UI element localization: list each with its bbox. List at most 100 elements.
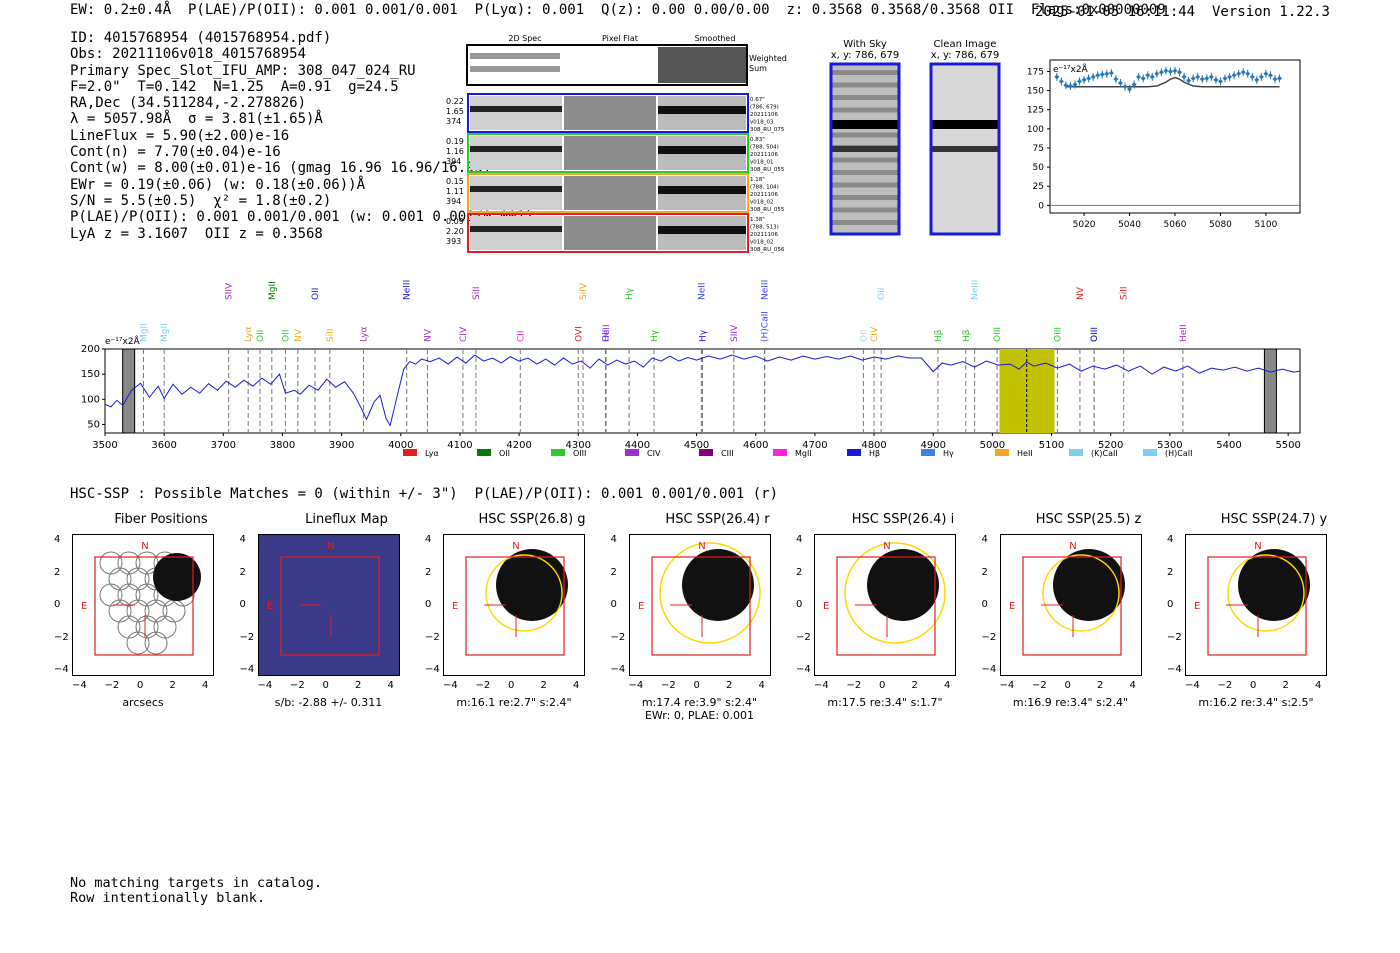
with-sky-coords: x, y: 786, 679 (831, 50, 900, 61)
zoom-data-point (1245, 71, 1251, 77)
info-line: Cont(w) = 8.00(±0.01)e-16 (gmag 16.96 16… (70, 160, 492, 177)
zoom-data-point (1258, 74, 1264, 80)
panel-title: HSC SSP(24.7) y (1220, 512, 1328, 527)
cutout-meta: 1.38" (750, 217, 765, 223)
zoom-y-tick-label: 100 (1027, 125, 1044, 135)
fiber-circle (117, 583, 141, 607)
panel-caption: m:16.9 re:3.4" s:2.4" (996, 696, 1146, 709)
line-marker-label: NV (423, 328, 433, 342)
cutout-meta: 308_RU_075 (750, 127, 785, 133)
info-line: LyA z = 3.1607 OII z = 0.3568 (70, 225, 323, 242)
axis-tick-label: −4 (443, 680, 458, 691)
panel-caption: s/b: -2.88 +/- 0.311 (254, 696, 404, 709)
target-box (650, 556, 751, 656)
fiber-circle (126, 599, 150, 623)
panel-caption-line: arcsecs (122, 696, 164, 709)
zoom-data-point (1067, 83, 1073, 89)
cutout-meta: 20211106 (750, 152, 778, 158)
legend-swatch (921, 449, 935, 456)
axis-tick-label: 0 (879, 680, 886, 691)
axis-tick-label: −4 (610, 664, 626, 675)
target-box (836, 556, 936, 656)
cutout-spec-trace (470, 106, 562, 112)
axis-tick-label: 2 (54, 566, 61, 578)
zoom-x-tick-label: 5080 (1209, 220, 1232, 230)
cutout-meta: 308_RU_055 (750, 207, 785, 213)
line-marker-label: OII (859, 330, 869, 342)
footer-line: Row intentionally blank. (70, 890, 266, 906)
legend-swatch (551, 449, 565, 456)
line-marker-label: SiII (326, 328, 336, 342)
axis-tick-label: 4 (758, 680, 765, 691)
zoom-data-point (1195, 74, 1201, 80)
line-marker-label: MgII (160, 323, 170, 342)
line-marker-label: Hγ (625, 287, 635, 300)
panel-title: Lineflux Map (305, 512, 388, 527)
axis-tick-label: 2 (169, 680, 176, 691)
source-blob (1052, 549, 1125, 621)
legend-swatch (1143, 449, 1157, 456)
axis-tick-label: −4 (54, 664, 69, 675)
line-marker-label: CIV (870, 326, 880, 342)
spectrum-y-tick-label: 150 (81, 369, 100, 380)
compass-east: E (452, 601, 458, 612)
zoom-data-point (1127, 86, 1133, 92)
compass-east: E (638, 601, 644, 612)
zoom-data-point (1263, 71, 1269, 77)
cutout-stat: 1.65 (446, 107, 464, 116)
with-sky-trace (831, 120, 899, 129)
axis-tick-label: −2 (104, 680, 120, 691)
masked-region (1263, 348, 1277, 434)
line-marker-label: SiII (1120, 286, 1130, 300)
source-blob (867, 549, 939, 621)
cutout-row-frame (467, 213, 749, 253)
line-marker-label: OIII (1053, 327, 1063, 342)
sky-line (831, 195, 899, 200)
compass-east: E (1194, 601, 1200, 612)
cutout-meta: (786, 679) (750, 105, 779, 111)
zoom-data-point (1140, 75, 1146, 81)
cutout-meta: (788, 513) (750, 225, 779, 231)
axis-tick-label: −4 (981, 664, 997, 675)
cutout-smoothed-trace (658, 226, 746, 234)
sky-line (831, 170, 899, 175)
zoom-data-point (1158, 69, 1164, 75)
sky-line (831, 132, 899, 138)
cutout-stat: 1.16 (446, 147, 464, 156)
sky-line (831, 157, 899, 163)
spectrum-x-tick-label: 4200 (506, 440, 531, 451)
zoom-data-point (1190, 75, 1196, 81)
axis-tick-label: 4 (425, 534, 432, 545)
axis-tick-label: −4 (1185, 680, 1200, 691)
spectrum-x-tick-label: 4000 (388, 440, 413, 451)
zoom-data-point (1063, 82, 1069, 88)
compass-north: N (512, 541, 519, 552)
axis-tick-label: 0 (981, 599, 988, 610)
with-sky-title: With Sky (843, 39, 887, 50)
line-marker-label: NeIII (761, 280, 771, 300)
zoom-data-point (1090, 74, 1096, 80)
aperture-ellipse (1227, 554, 1305, 632)
target-box (465, 556, 565, 656)
spectrum-x-tick-label: 3900 (329, 440, 354, 451)
axis-tick-label: 2 (911, 680, 918, 691)
panel-svg: NE (81, 541, 201, 656)
axis-tick-label: −4 (72, 680, 87, 691)
axis-tick-label: 0 (54, 599, 61, 610)
axis-tick-label: 2 (239, 566, 246, 578)
source-blob (1238, 549, 1310, 621)
axis-tick-label: 4 (1315, 680, 1322, 691)
panel-caption: m:16.1 re:2.7" s:2.4" (439, 696, 589, 709)
fiber-circle (117, 615, 141, 639)
source-blob (496, 549, 568, 621)
line-marker-label: MgII (139, 323, 149, 342)
panel-caption-line: m:16.9 re:3.4" s:2.4" (1012, 696, 1129, 709)
line-marker-label: CII (516, 330, 526, 342)
line-marker-label: HeII (602, 324, 612, 342)
zoom-data-point (1277, 75, 1283, 81)
compass-north: N (1254, 541, 1261, 552)
axis-tick-label: −2 (846, 680, 862, 691)
